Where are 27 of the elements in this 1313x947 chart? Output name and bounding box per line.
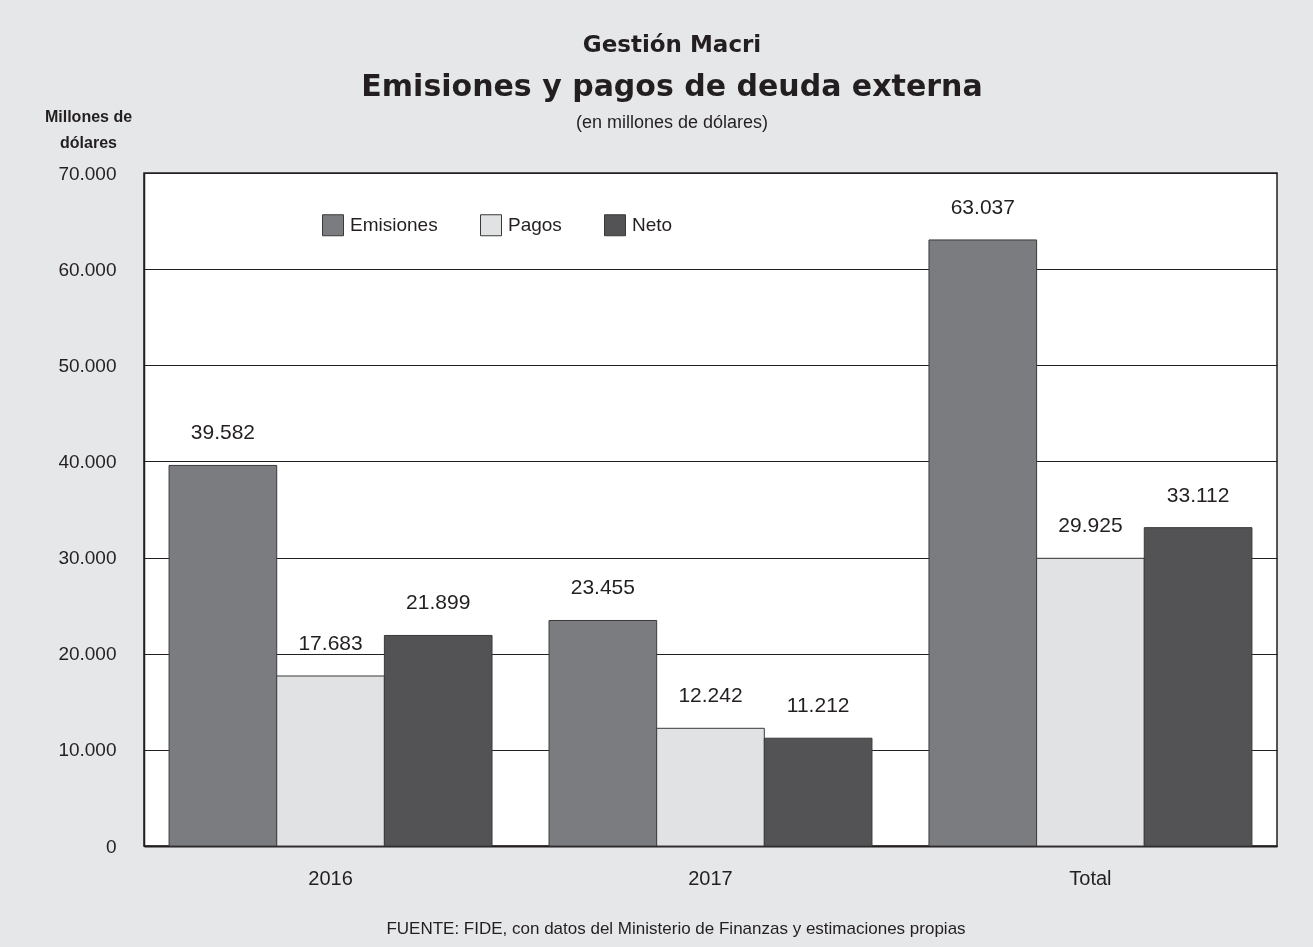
y-tick-label: 20.000: [58, 643, 117, 665]
y-tick-label: 40.000: [58, 450, 117, 472]
y-tick-label: 70.000: [58, 162, 117, 184]
chart-title: Gestión Macri Emisiones y pagos de deuda externa: [361, 31, 983, 103]
y-axis-title: Millones de dólares: [44, 107, 133, 151]
data-label: 63.037: [950, 194, 1015, 218]
data-label: 17.683: [298, 630, 363, 654]
y-tick-label: 0: [105, 835, 117, 857]
source-note: FUENTE: FIDE, con datos del Ministerio de Finanzas y estimaciones propias: [386, 919, 966, 938]
data-label: 33.112: [1166, 482, 1230, 506]
y-tick-label: 50.000: [58, 354, 117, 376]
x-tick-label: 2017: [688, 866, 733, 889]
legend-label: Pagos: [508, 214, 562, 236]
data-label: 12.242: [678, 683, 743, 707]
data-label: 23.455: [570, 575, 635, 599]
y-tick-label: 60.000: [58, 258, 117, 280]
legend-label: Neto: [632, 214, 673, 236]
y-tick-label: 30.000: [58, 547, 117, 569]
data-label: 21.899: [406, 590, 471, 614]
legend-label: Emisiones: [350, 214, 438, 236]
x-tick-label: Total: [1069, 866, 1112, 889]
data-label: 29.925: [1058, 513, 1123, 537]
chart-subtitle: (en millones de dólares): [575, 112, 769, 132]
data-label: 39.582: [190, 420, 256, 444]
x-tick-label: 2016: [308, 866, 353, 889]
y-tick-label: 10.000: [58, 739, 117, 761]
data-label: 11.212: [786, 693, 850, 717]
